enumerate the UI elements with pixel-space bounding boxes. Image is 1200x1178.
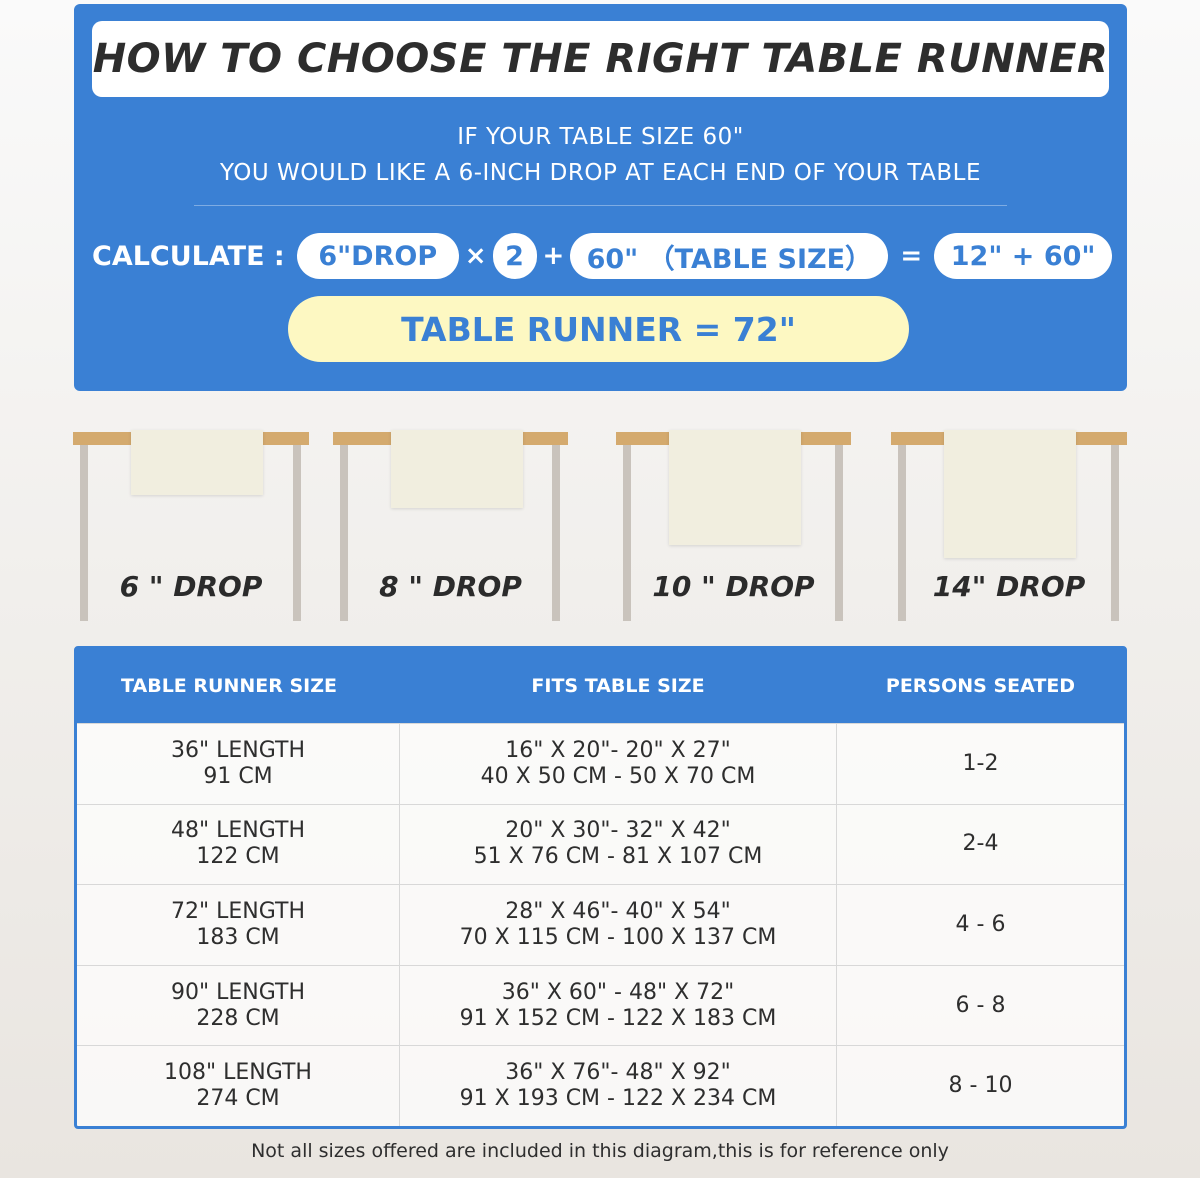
drop-pill: 6"DROP (296, 233, 459, 279)
runner-drop (391, 430, 523, 508)
table-leg (340, 445, 348, 621)
runner-drop (669, 430, 801, 545)
persons-seated: 6 - 8 (955, 992, 1006, 1018)
divider (194, 205, 1007, 206)
drop-label: 10 " DROP (652, 570, 815, 603)
fits-inches: 36" X 76"- 48" X 92" (505, 1060, 731, 1086)
fits-cm: 70 X 115 CM - 100 X 137 CM (459, 924, 777, 950)
fits-cm: 91 X 152 CM - 122 X 183 CM (459, 1005, 777, 1031)
persons-seated: 8 - 10 (948, 1073, 1013, 1099)
runner-drop (944, 430, 1076, 558)
table-leg (835, 445, 843, 621)
table-leg (623, 445, 631, 621)
fits-cm: 51 X 76 CM - 81 X 107 CM (473, 844, 763, 870)
drop-illustration-14: 14" DROP (891, 430, 1127, 632)
page-title: HOW TO CHOOSE THE RIGHT TABLE RUNNER (92, 21, 1109, 97)
fits-inches: 28" X 46"- 40" X 54" (505, 898, 731, 924)
persons-cell: 4 - 6 (837, 885, 1124, 965)
intro-line-1: IF YOUR TABLE SIZE 60" (457, 124, 744, 150)
runner-size-cell: 108" LENGTH 274 CM (77, 1046, 399, 1126)
factor-pill: 2 (492, 233, 537, 279)
drop-label: 14" DROP (932, 570, 1086, 603)
runner-size-cell: 36" LENGTH 91 CM (77, 724, 399, 804)
fits-cell: 20" X 30"- 32" X 42" 51 X 76 CM - 81 X 10… (399, 804, 837, 885)
drop-illustration-10: 10 " DROP (616, 430, 851, 632)
header-persons: PERSONS SEATED (885, 675, 1076, 697)
size-inches: 72" LENGTH (171, 898, 305, 924)
intro-line-2: YOU WOULD LIKE A 6-INCH DROP AT EACH END… (219, 160, 982, 186)
size-inches: 108" LENGTH (164, 1060, 312, 1086)
sum-pill: 12" + 60" (934, 233, 1113, 279)
table-leg (293, 445, 301, 621)
table-row: 72" LENGTH 183 CM 28" X 46"- 40" X 54" 70 … (77, 884, 1124, 965)
persons-seated: 4 - 6 (955, 911, 1006, 937)
fits-cell: 28" X 46"- 40" X 54" 70 X 115 CM - 100 X … (399, 885, 837, 965)
table-leg (1111, 445, 1119, 621)
size-table: TABLE RUNNER SIZE FITS TABLE SIZE PERSON… (74, 646, 1127, 1129)
size-cm: 228 CM (196, 1005, 280, 1031)
table-leg (898, 445, 906, 621)
size-cm: 91 CM (203, 763, 273, 789)
size-inches: 90" LENGTH (171, 979, 305, 1005)
footnote: Not all sizes offered are included in th… (251, 1140, 949, 1162)
size-inches: 48" LENGTH (171, 818, 305, 844)
equals-sign: = (900, 241, 923, 271)
times-sign: × (464, 241, 487, 271)
size-cm: 183 CM (196, 924, 280, 950)
fits-cm: 40 X 50 CM - 50 X 70 CM (480, 763, 756, 789)
persons-seated: 2-4 (962, 831, 999, 857)
calculation-row: CALCULATE : 6"DROP × 2 + 60" （TABLE SIZE… (92, 233, 1113, 279)
runner-drop (131, 430, 263, 495)
table-row: 90" LENGTH 228 CM 36" X 60" - 48" X 72" 91… (77, 964, 1124, 1046)
fits-inches: 36" X 60" - 48" X 72" (501, 979, 735, 1005)
fits-cm: 91 X 193 CM - 122 X 234 CM (459, 1086, 777, 1112)
fits-inches: 20" X 30"- 32" X 42" (505, 818, 731, 844)
calculation-panel: HOW TO CHOOSE THE RIGHT TABLE RUNNER IF … (74, 4, 1127, 391)
persons-cell: 1-2 (837, 724, 1124, 804)
persons-seated: 1-2 (962, 750, 999, 776)
persons-cell: 8 - 10 (837, 1046, 1124, 1126)
table-row: 36" LENGTH 91 CM 16" X 20"- 20" X 27" 40 X… (77, 723, 1124, 804)
size-cm: 274 CM (196, 1086, 280, 1112)
header-fits-table: FITS TABLE SIZE (531, 675, 705, 697)
size-inches: 36" LENGTH (171, 737, 305, 763)
fits-cell: 36" X 60" - 48" X 72" 91 X 152 CM - 122 X… (399, 965, 837, 1046)
table-leg (80, 445, 88, 621)
drop-label: 8 " DROP (379, 570, 522, 603)
header-runner-size: TABLE RUNNER SIZE (121, 675, 337, 697)
table-header: TABLE RUNNER SIZE FITS TABLE SIZE PERSON… (77, 649, 1124, 723)
table-size-pill: 60" （TABLE SIZE） (570, 233, 889, 279)
persons-cell: 6 - 8 (837, 966, 1124, 1046)
table-row: 108" LENGTH 274 CM 36" X 76"- 48" X 92" 91… (77, 1045, 1124, 1126)
runner-size-cell: 72" LENGTH 183 CM (77, 885, 399, 965)
result-pill: TABLE RUNNER = 72" (288, 296, 909, 362)
drop-illustration-6: 6 " DROP (73, 430, 309, 632)
runner-size-cell: 48" LENGTH 122 CM (77, 805, 399, 885)
table-leg (552, 445, 560, 621)
size-cm: 122 CM (196, 844, 280, 870)
fits-cell: 16" X 20"- 20" X 27" 40 X 50 CM - 50 X 70… (399, 724, 837, 804)
drop-illustration-8: 8 " DROP (333, 430, 568, 632)
runner-size-cell: 90" LENGTH 228 CM (77, 966, 399, 1046)
fits-cell: 36" X 76"- 48" X 92" 91 X 193 CM - 122 X … (399, 1046, 837, 1126)
calculate-label: CALCULATE : (92, 240, 285, 272)
persons-cell: 2-4 (837, 805, 1124, 885)
plus-sign: + (542, 241, 565, 271)
fits-inches: 16" X 20"- 20" X 27" (505, 737, 731, 763)
drop-label: 6 " DROP (119, 570, 263, 603)
table-row: 48" LENGTH 122 CM 20" X 30"- 32" X 42" 51 … (77, 803, 1124, 885)
